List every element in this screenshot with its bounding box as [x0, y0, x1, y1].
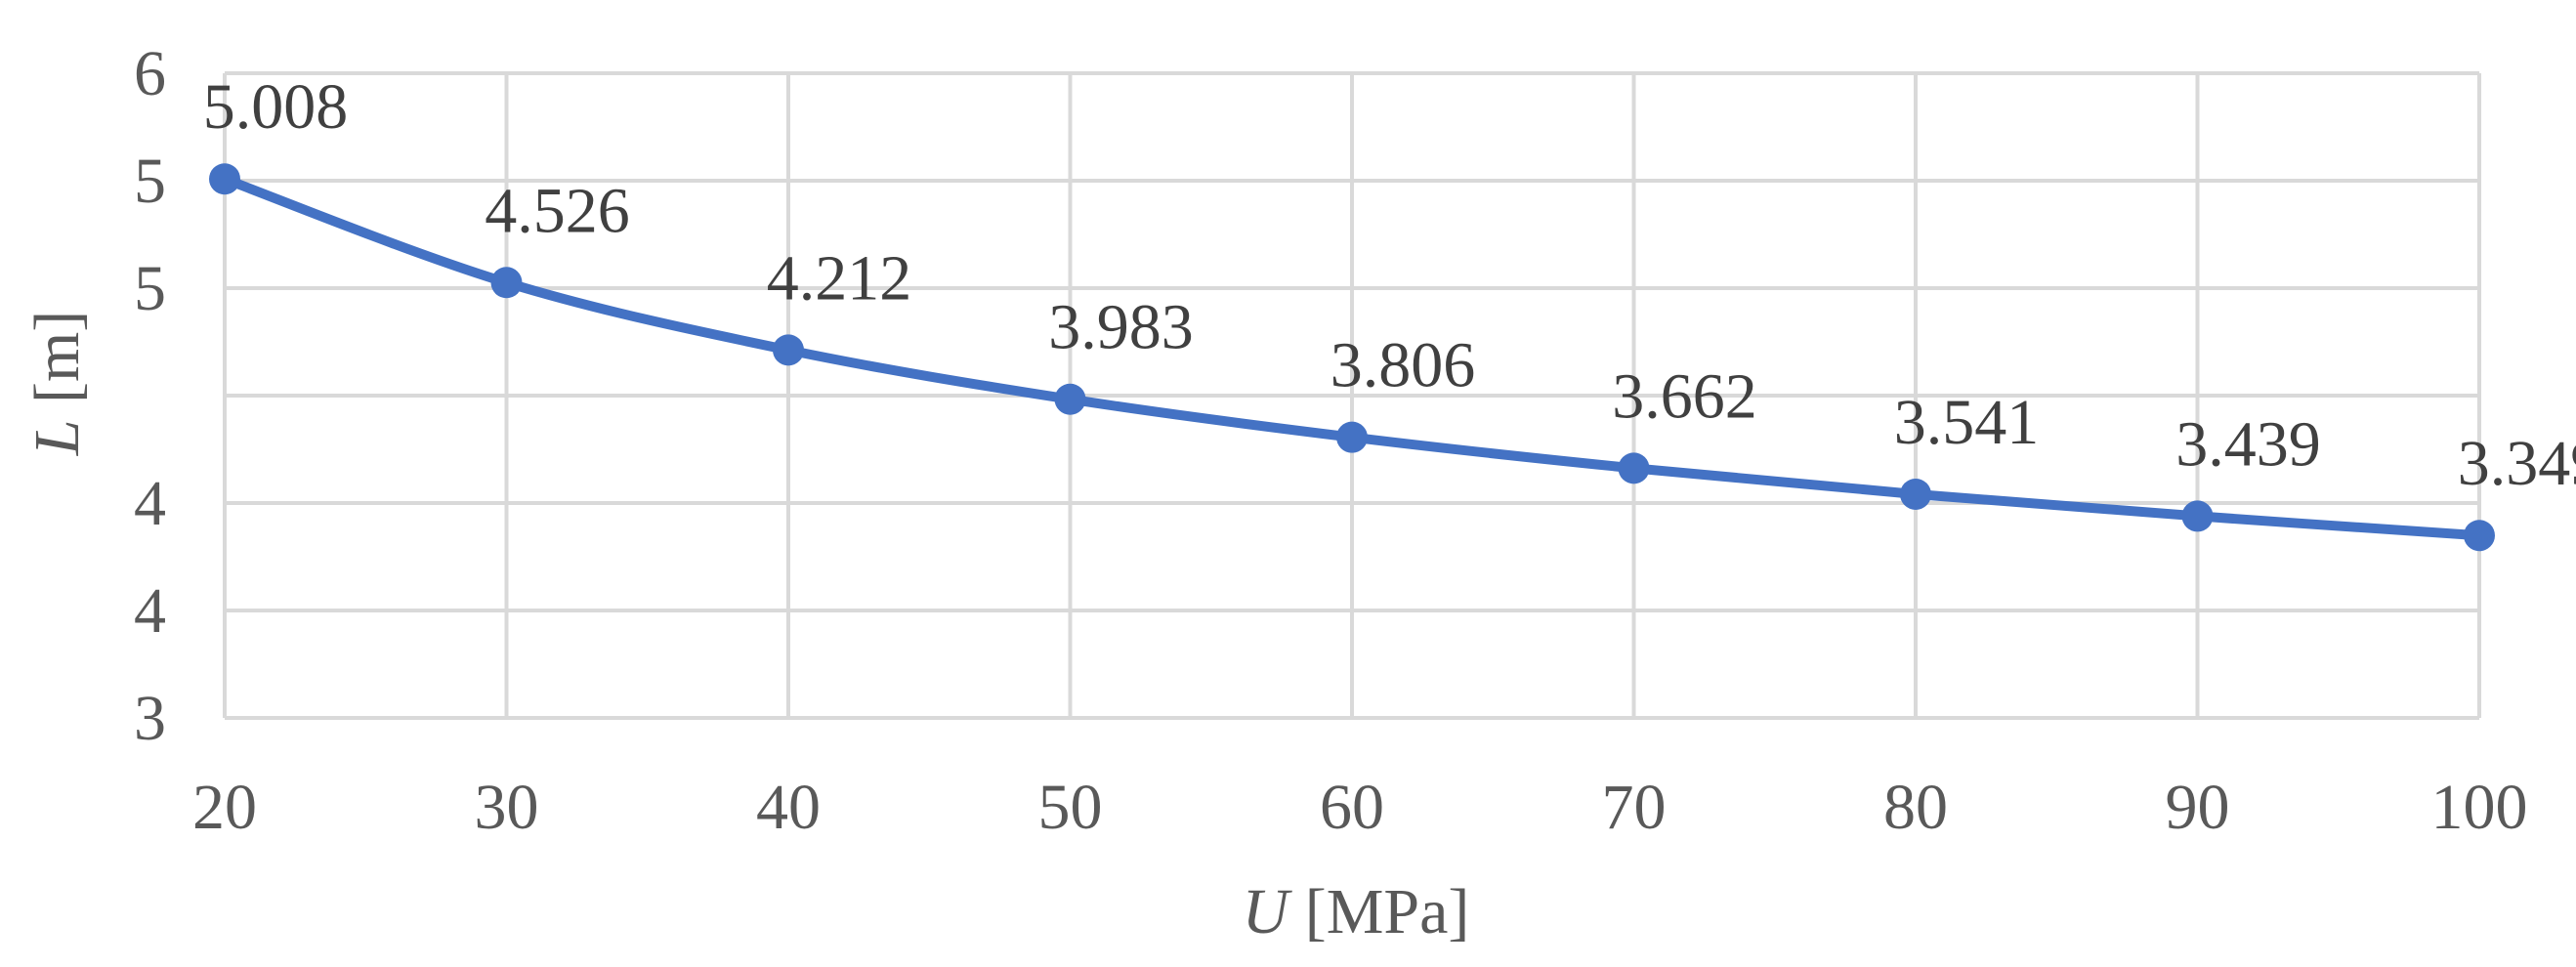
- data-point: [1054, 383, 1086, 415]
- y-axis-title: L [m]: [21, 311, 93, 457]
- x-tick-label: 80: [1883, 772, 1948, 843]
- x-tick-label: 50: [1038, 772, 1103, 843]
- data-label: 5.008: [203, 71, 349, 143]
- data-label: 4.212: [767, 242, 912, 314]
- x-axis-title: U [MPa]: [1243, 876, 1470, 947]
- y-tick-label: 5: [134, 253, 166, 324]
- data-point: [490, 267, 523, 299]
- x-tick-label: 100: [2431, 772, 2528, 843]
- x-tick-label: 40: [756, 772, 821, 843]
- y-axis-unit: [m]: [21, 311, 93, 420]
- data-point: [1618, 452, 1650, 484]
- data-label: 3.349: [2458, 428, 2576, 499]
- data-label: 3.806: [1330, 330, 1476, 401]
- data-label: 3.983: [1048, 292, 1194, 363]
- data-point: [2181, 500, 2214, 532]
- data-point: [1336, 421, 1368, 453]
- data-label: 3.439: [2175, 408, 2321, 480]
- y-tick-label: 4: [134, 468, 166, 539]
- y-axis-symbol: L: [21, 420, 93, 457]
- tick-labels: 3 4 4 5 5 6 20 30 40 50 60 70 80 90 100: [134, 38, 2528, 843]
- x-tick-label: 90: [2166, 772, 2230, 843]
- x-axis-symbol: U: [1243, 876, 1293, 947]
- data-point: [1900, 478, 1931, 510]
- y-tick-label: 6: [134, 38, 166, 109]
- y-tick-label: 5: [134, 146, 166, 217]
- y-tick-label: 3: [134, 683, 166, 754]
- y-tick-label: 4: [134, 575, 166, 647]
- grid-lines: [223, 71, 2481, 720]
- data-point: [773, 334, 804, 366]
- x-axis-unit: [MPa]: [1288, 876, 1469, 947]
- data-label: 3.662: [1612, 360, 1757, 432]
- x-tick-label: 60: [1320, 772, 1384, 843]
- x-tick-label: 70: [1602, 772, 1667, 843]
- data-label: 3.541: [1894, 387, 2040, 458]
- data-point: [2464, 520, 2495, 552]
- data-labels: 5.008 4.526 4.212 3.983 3.806 3.662 3.541 3.439…: [203, 71, 2576, 499]
- x-tick-label: 30: [475, 772, 539, 843]
- data-label: 4.526: [485, 175, 630, 246]
- data-point: [209, 163, 240, 195]
- series-group: [209, 163, 2495, 552]
- x-tick-label: 20: [192, 772, 257, 843]
